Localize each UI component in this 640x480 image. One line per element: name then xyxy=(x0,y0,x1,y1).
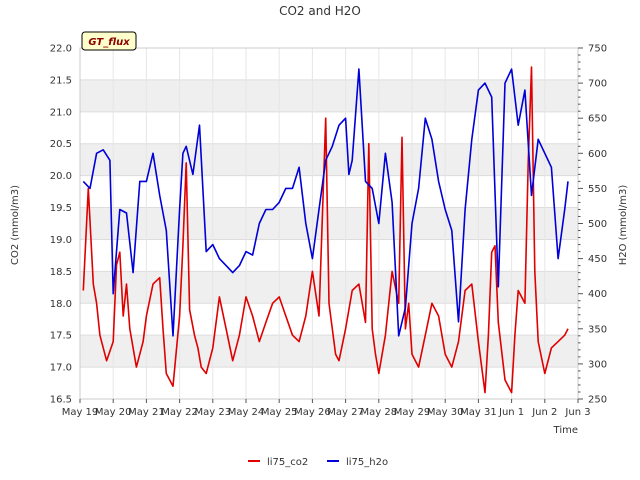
x-tick-label: May 28 xyxy=(361,407,398,418)
x-tick-label: May 25 xyxy=(261,407,298,418)
left-tick-label: 19.0 xyxy=(50,235,72,246)
x-tick-label: May 26 xyxy=(294,407,331,418)
x-tick-label: May 23 xyxy=(195,407,232,418)
right-tick-label: 750 xyxy=(588,44,607,55)
chart-title: CO2 and H2O xyxy=(279,4,361,18)
series-line-li75_co2 xyxy=(82,66,569,394)
right-tick-label: 650 xyxy=(588,114,607,125)
x-tick-label: Jun 2 xyxy=(531,407,557,418)
x-axis-title: Time xyxy=(553,425,578,436)
left-axis-title: CO2 (mmol/m3) xyxy=(10,185,21,265)
right-tick-label: 400 xyxy=(588,289,607,300)
legend-label-h2o: li75_h2o xyxy=(346,457,388,468)
background-band xyxy=(80,335,578,368)
badge-background xyxy=(81,31,137,51)
x-tick-label: Jun 3 xyxy=(564,407,590,418)
series-layer xyxy=(82,66,569,394)
left-axis-ticks: 16.5 17.0 17.5 18.0 18.5 19.0 19.5 20.0 20.5 21.0… xyxy=(50,44,72,406)
right-axis-ticks: 250 300 350 400 450 500 550 600 650 700 750 xyxy=(578,44,607,406)
left-tick-label: 17.0 xyxy=(50,363,72,374)
background-band xyxy=(80,79,578,112)
right-axis-title: H2O (mmol/m3) xyxy=(618,185,629,266)
x-tick-label: May 19 xyxy=(62,407,99,418)
x-tick-label: May 24 xyxy=(228,407,265,418)
x-tick-label: May 30 xyxy=(427,407,464,418)
background-band xyxy=(80,207,578,240)
left-tick-label: 21.5 xyxy=(50,75,72,86)
left-tick-label: 18.0 xyxy=(50,299,72,310)
right-tick-label: 600 xyxy=(588,149,607,160)
x-tick-label: May 22 xyxy=(161,407,198,418)
x-tick-label: May 29 xyxy=(394,407,431,418)
left-tick-label: 16.5 xyxy=(50,395,72,406)
right-tick-label: 500 xyxy=(588,219,607,230)
left-tick-label: 20.0 xyxy=(50,171,72,182)
x-tick-label: Jun 1 xyxy=(498,407,524,418)
x-tick-label: May 31 xyxy=(460,407,497,418)
right-tick-label: 300 xyxy=(588,359,607,370)
right-tick-label: 550 xyxy=(588,184,607,195)
right-tick-label: 450 xyxy=(588,254,607,265)
legend-label-co2: li75_co2 xyxy=(267,457,308,468)
left-tick-label: 18.5 xyxy=(50,267,72,278)
x-tick-label: May 21 xyxy=(128,407,165,418)
left-tick-label: 21.0 xyxy=(50,107,72,118)
left-tick-label: 22.0 xyxy=(50,44,72,55)
x-tick-label: May 27 xyxy=(327,407,364,418)
right-tick-label: 250 xyxy=(588,395,607,406)
badge: GT_flux xyxy=(81,31,137,51)
badge-label: GT_flux xyxy=(88,37,130,48)
legend: li75_co2 li75_h2o xyxy=(248,457,388,468)
left-tick-label: 17.5 xyxy=(50,331,72,342)
left-tick-label: 20.5 xyxy=(50,139,72,150)
x-tick-label: May 20 xyxy=(95,407,132,418)
right-tick-label: 350 xyxy=(588,324,607,335)
left-tick-label: 19.5 xyxy=(50,203,72,214)
right-tick-label: 700 xyxy=(588,79,607,90)
series-line-li75_h2o xyxy=(82,68,569,337)
